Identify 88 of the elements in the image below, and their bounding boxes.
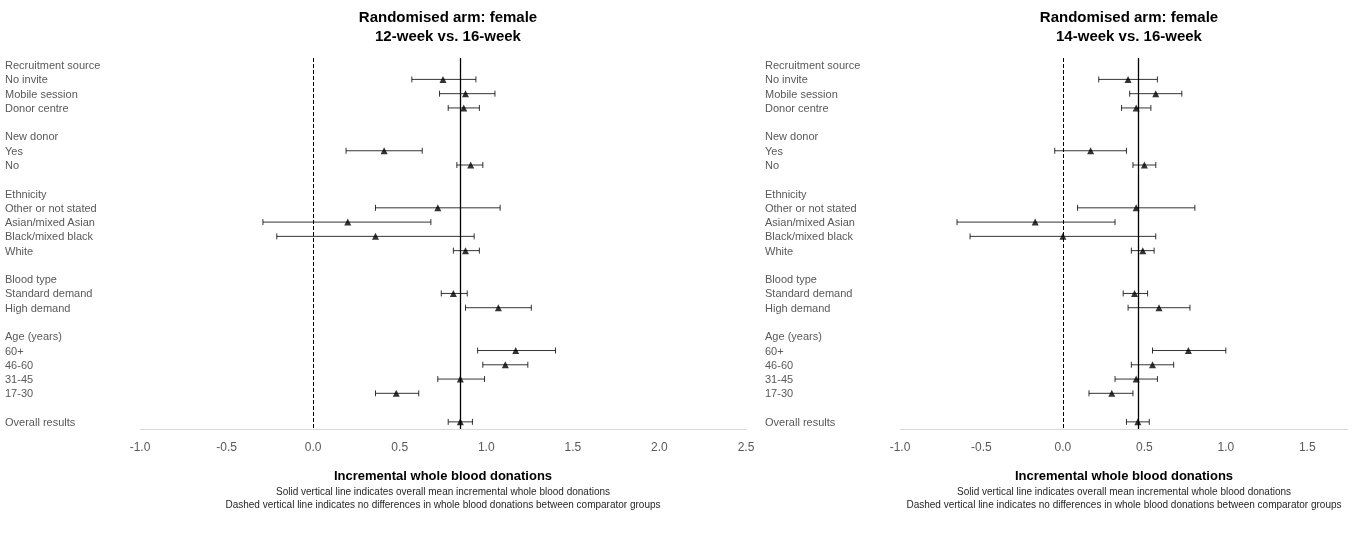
y-tick-label: Other or not stated: [765, 201, 857, 214]
y-tick-label: Overall results: [5, 415, 76, 428]
x-tick-label: 0.5: [1136, 440, 1154, 454]
point: [512, 347, 520, 355]
point: [1124, 75, 1132, 83]
y-tick-label: Mobile session: [5, 87, 78, 100]
y-tick-label: High demand: [765, 301, 831, 314]
y-tick-label: Yes: [5, 144, 24, 157]
point: [1140, 161, 1148, 169]
x-tick-label: 1.5: [564, 440, 582, 454]
y-tick-label: No: [5, 159, 20, 172]
y-tick-label: Ethnicity: [5, 187, 48, 200]
x-axis-title: Incremental whole blood donations: [1014, 468, 1234, 483]
y-tick-label: Standard demand: [5, 287, 93, 300]
text: Solid vertical line indicates overall mean incremental whole blood donations: [275, 485, 611, 497]
y-tick-label: Ethnicity: [765, 187, 808, 200]
x-tick-label: -0.5: [971, 440, 993, 454]
y-tick-label: Recruitment source: [5, 59, 101, 72]
point: [344, 218, 352, 226]
x-tick-label: -1.0: [889, 440, 911, 454]
chart-title: Randomised arm: female: [1039, 8, 1219, 25]
x-tick-label: -1.0: [129, 440, 151, 454]
point: [449, 289, 457, 297]
chart-title: Randomised arm: female: [358, 8, 538, 25]
point: [371, 232, 379, 240]
y-tick-label: 60+: [765, 344, 784, 357]
y-tick-label: Yes: [765, 144, 784, 157]
x-tick-label: 2.0: [651, 440, 669, 454]
text: Dashed vertical line indicates no differences in whole blood donations between comparator groups: [906, 498, 1342, 510]
y-tick-label: 31-45: [5, 373, 34, 386]
y-tick-label: Standard demand: [765, 287, 853, 300]
y-tick-label: High demand: [5, 301, 71, 314]
y-tick-label: Age (years): [765, 330, 822, 343]
point: [467, 161, 475, 169]
y-tick-label: No invite: [5, 73, 48, 86]
point: [1059, 232, 1067, 240]
y-tick-label: 17-30: [5, 387, 34, 400]
x-tick-label: 1.5: [1298, 440, 1316, 454]
point: [494, 304, 502, 312]
y-tick-label: Blood type: [765, 273, 817, 286]
point: [462, 90, 470, 98]
x-tick-label: 2.5: [737, 440, 755, 454]
y-tick-label: Blood type: [5, 273, 57, 286]
chart-subtitle: 14-week vs. 16-week: [1056, 27, 1203, 44]
y-tick-label: White: [765, 244, 794, 257]
point: [1184, 347, 1192, 355]
x-tick-label: 0.0: [1054, 440, 1072, 454]
y-tick-label: Donor centre: [5, 101, 69, 114]
point: [456, 375, 464, 383]
y-tick-label: Black/mixed black: [765, 230, 854, 243]
y-tick-label: No invite: [765, 73, 808, 86]
y-tick-label: Donor centre: [765, 101, 829, 114]
y-tick-label: Black/mixed black: [5, 230, 94, 243]
point: [439, 75, 447, 83]
point: [1031, 218, 1039, 226]
y-tick-label: White: [5, 244, 34, 257]
y-tick-label: Other or not stated: [5, 201, 97, 214]
point: [462, 247, 470, 255]
point: [1132, 375, 1140, 383]
point: [1155, 304, 1163, 312]
x-tick-label: 0.0: [304, 440, 322, 454]
y-tick-label: 60+: [5, 344, 24, 357]
text: Dashed vertical line indicates no differences in whole blood donations between comparator groups: [225, 498, 661, 510]
text: Solid vertical line indicates overall mean incremental whole blood donations: [956, 485, 1292, 497]
y-tick-label: Asian/mixed Asian: [765, 216, 855, 229]
point: [1108, 389, 1116, 397]
chart-subtitle: 12-week vs. 16-week: [375, 27, 522, 44]
y-tick-label: New donor: [5, 130, 59, 143]
y-tick-label: Age (years): [5, 330, 62, 343]
x-tick-label: 1.0: [1217, 440, 1235, 454]
y-tick-label: 46-60: [765, 358, 794, 371]
point: [1131, 289, 1139, 297]
y-tick-label: 31-45: [765, 373, 794, 386]
x-axis-title: Incremental whole blood donations: [333, 468, 553, 483]
y-tick-label: 46-60: [5, 358, 34, 371]
y-tick-label: 17-30: [765, 387, 794, 400]
x-tick-label: 1.0: [477, 440, 495, 454]
y-tick-label: New donor: [765, 130, 819, 143]
x-tick-label: -0.5: [216, 440, 238, 454]
y-tick-label: Overall results: [765, 415, 836, 428]
y-tick-label: Mobile session: [765, 87, 838, 100]
y-tick-label: No: [765, 159, 780, 172]
y-tick-label: Recruitment source: [765, 59, 861, 72]
point: [392, 389, 400, 397]
x-tick-label: 0.5: [391, 440, 409, 454]
point: [1087, 147, 1095, 155]
point: [1149, 361, 1157, 369]
y-tick-label: Asian/mixed Asian: [5, 216, 95, 229]
